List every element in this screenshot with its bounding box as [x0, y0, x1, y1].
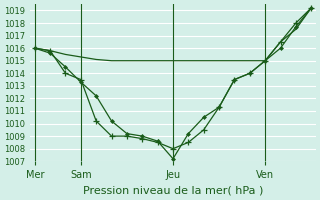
X-axis label: Pression niveau de la mer( hPa ): Pression niveau de la mer( hPa ) [83, 186, 263, 196]
